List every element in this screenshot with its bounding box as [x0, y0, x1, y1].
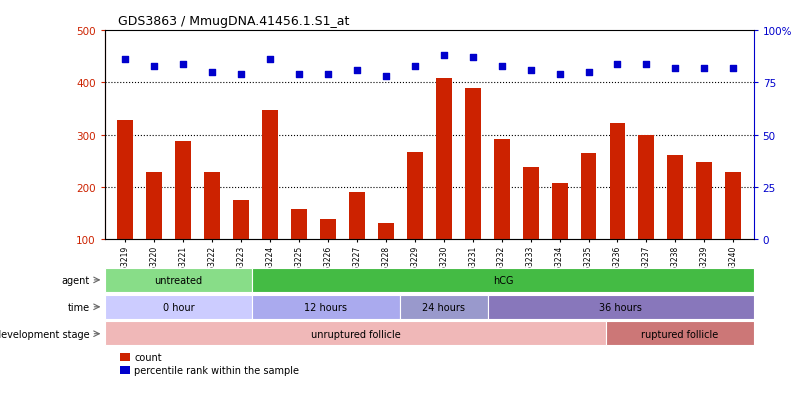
Point: [611, 61, 624, 68]
Text: count: count: [135, 352, 162, 362]
Bar: [522, 168, 538, 240]
Bar: [436, 79, 451, 240]
Point: [118, 57, 131, 64]
Text: hCG: hCG: [492, 275, 513, 285]
Bar: [606, 322, 754, 346]
Point: [264, 57, 276, 64]
Point: [669, 65, 682, 72]
Point: [582, 69, 595, 76]
Bar: [378, 224, 393, 240]
Bar: [262, 111, 278, 240]
Bar: [488, 295, 754, 319]
Point: [235, 71, 247, 78]
Point: [698, 65, 711, 72]
Point: [293, 71, 305, 78]
Bar: [407, 152, 422, 240]
Point: [351, 67, 364, 74]
Text: unruptured follicle: unruptured follicle: [310, 329, 401, 339]
Point: [640, 61, 653, 68]
Text: 36 hours: 36 hours: [600, 302, 642, 312]
Text: time: time: [68, 302, 90, 312]
Text: ruptured follicle: ruptured follicle: [642, 329, 718, 339]
Bar: [252, 295, 400, 319]
Point: [206, 69, 218, 76]
Bar: [400, 295, 488, 319]
Point: [553, 71, 566, 78]
Bar: [638, 135, 654, 240]
Bar: [105, 322, 606, 346]
Bar: [349, 192, 365, 240]
Bar: [465, 88, 480, 240]
Point: [524, 67, 537, 74]
Point: [380, 74, 393, 80]
Text: untreated: untreated: [155, 275, 202, 285]
Bar: [146, 173, 162, 240]
Bar: [233, 200, 249, 240]
Bar: [725, 173, 742, 240]
Bar: [493, 140, 509, 240]
Point: [409, 63, 422, 70]
Bar: [320, 220, 336, 240]
Text: 24 hours: 24 hours: [422, 302, 465, 312]
Point: [727, 65, 740, 72]
Point: [466, 55, 479, 62]
Point: [177, 61, 189, 68]
Bar: [252, 268, 754, 292]
Bar: [580, 154, 596, 240]
Bar: [105, 295, 252, 319]
Bar: [291, 210, 307, 240]
Text: development stage: development stage: [0, 329, 90, 339]
Point: [147, 63, 160, 70]
Text: agent: agent: [62, 275, 90, 285]
Bar: [609, 124, 625, 240]
Bar: [551, 184, 567, 240]
Point: [495, 63, 508, 70]
Bar: [204, 173, 220, 240]
Bar: [667, 156, 683, 240]
Bar: [119, 353, 130, 361]
Text: GDS3863 / MmugDNA.41456.1.S1_at: GDS3863 / MmugDNA.41456.1.S1_at: [118, 15, 349, 28]
Bar: [119, 366, 130, 374]
Bar: [105, 268, 252, 292]
Point: [322, 71, 334, 78]
Text: percentile rank within the sample: percentile rank within the sample: [135, 365, 299, 375]
Bar: [175, 142, 191, 240]
Bar: [117, 121, 133, 240]
Text: 0 hour: 0 hour: [163, 302, 194, 312]
Bar: [696, 163, 713, 240]
Point: [437, 53, 450, 59]
Text: 12 hours: 12 hours: [305, 302, 347, 312]
